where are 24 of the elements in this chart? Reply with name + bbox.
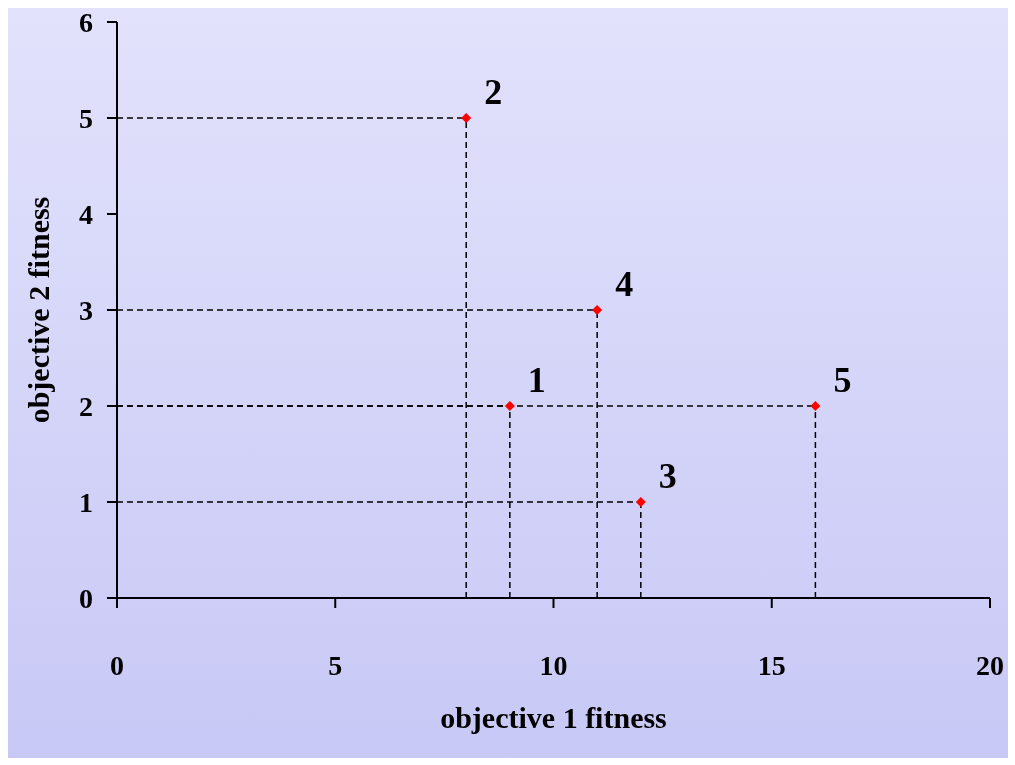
x-tick-label: 10 — [539, 649, 568, 681]
point — [504, 401, 515, 411]
y-tick-label: 2 — [79, 390, 93, 422]
y-tick-label: 5 — [79, 102, 93, 134]
point — [592, 305, 603, 315]
annotation: 1 — [527, 360, 546, 400]
x-tick-label: 15 — [757, 649, 786, 681]
x-tick-label: 5 — [328, 649, 343, 681]
point — [810, 401, 821, 411]
y-tick-label: 0 — [79, 582, 93, 614]
y-tick-label: 4 — [79, 198, 93, 230]
annotation: 4 — [615, 264, 634, 304]
annotation: 5 — [833, 360, 852, 400]
y-tick-label: 3 — [79, 294, 93, 326]
point — [461, 113, 472, 123]
point — [635, 497, 646, 507]
x-axis-title: objective 1 fitness — [440, 701, 667, 734]
x-tick-label: 20 — [976, 649, 1004, 681]
x-tick-label: 0 — [110, 649, 124, 681]
y-axis-title: objective 2 fitness — [21, 196, 55, 424]
y-tick-label: 6 — [79, 6, 93, 38]
annotation: 2 — [484, 72, 503, 112]
annotation: 3 — [658, 456, 677, 496]
y-tick-label: 1 — [79, 486, 93, 518]
